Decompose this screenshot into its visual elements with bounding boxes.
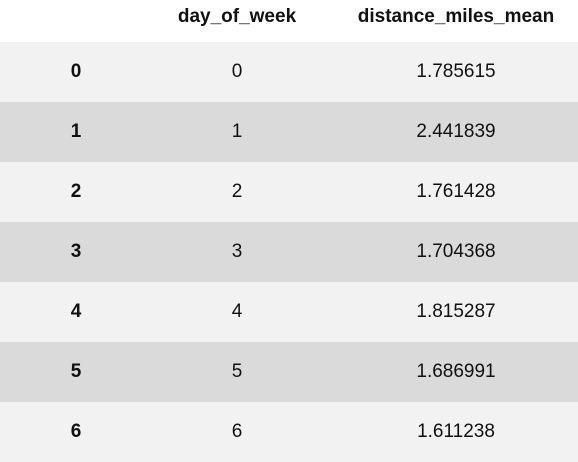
distance-miles-mean-cell: 1.761428 [416,181,496,202]
day-of-week-cell: 5 [231,361,243,382]
distance-miles-mean-cell: 1.611238 [417,421,495,442]
distance-miles-mean-cell: 2.441839 [416,121,496,142]
distance-miles-mean-cell: 1.785615 [416,61,496,82]
row-index-cell: 2 [70,181,82,202]
index-column-header [40,0,112,34]
distance-miles-mean-cell: 1.815287 [416,301,496,322]
distance-miles-mean-column-header: distance_miles_mean [357,6,555,27]
table-row: 4 4 1.815287 [0,282,578,342]
table-row: 0 0 1.785615 [0,42,578,102]
distance-miles-mean-cell: 1.704368 [416,241,496,262]
day-of-week-cell: 0 [231,61,243,82]
day-of-week-cell: 4 [231,301,243,322]
table-row: 5 5 1.686991 [0,342,578,402]
day-of-week-cell: 2 [231,181,243,202]
day-of-week-cell: 3 [231,241,243,262]
table-row: 3 3 1.704368 [0,222,578,282]
day-of-week-cell: 1 [231,121,243,142]
day-of-week-cell: 6 [231,421,243,442]
table-row: 2 2 1.761428 [0,162,578,222]
row-index-cell: 1 [70,121,82,142]
table-body: 0 0 1.785615 1 1 2.441839 2 2 1.761428 3… [0,42,578,462]
day-of-week-column-header: day_of_week [177,6,297,27]
table-row: 6 6 1.611238 [0,402,578,462]
distance-miles-mean-cell: 1.686991 [416,361,496,382]
row-index-cell: 4 [70,301,82,322]
row-index-cell: 0 [70,61,82,82]
row-index-cell: 3 [70,241,82,262]
row-index-cell: 5 [70,361,82,382]
table-header-row: day_of_week distance_miles_mean [0,0,578,42]
table-row: 1 1 2.441839 [0,102,578,162]
row-index-cell: 6 [70,421,82,442]
